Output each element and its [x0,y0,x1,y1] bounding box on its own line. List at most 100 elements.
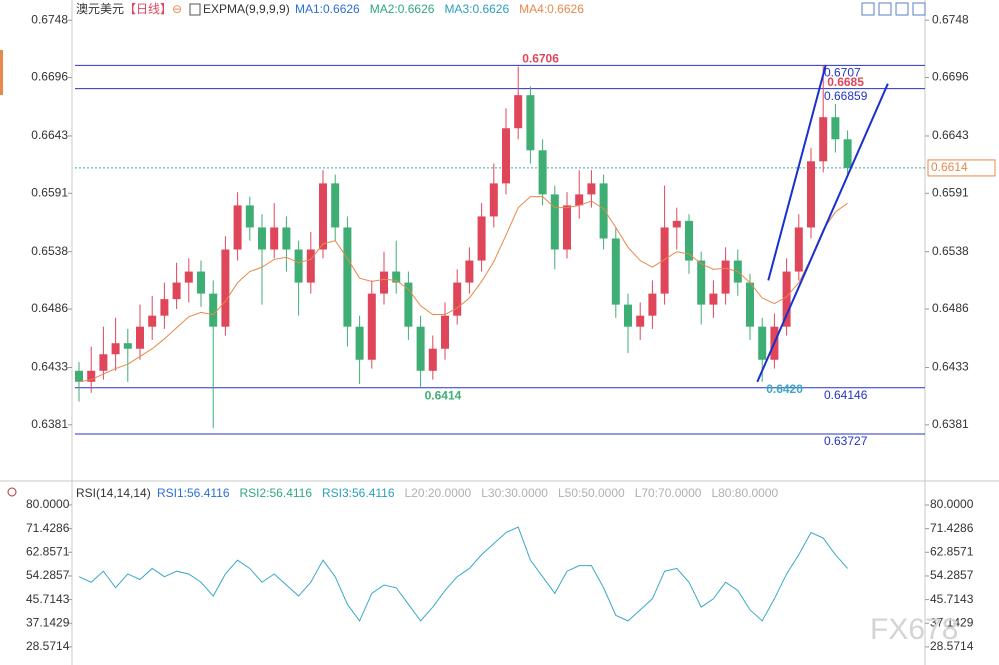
candle-body [148,315,157,327]
candle-body [136,326,144,349]
candle-body [441,315,449,349]
trendline [756,83,889,383]
rsi-line [78,526,848,622]
period[interactable]: 【日线】 [124,2,172,16]
candle-body [453,282,462,316]
y-tick-label: 0.6748 [31,12,68,26]
expma-line [78,196,848,383]
y-tick-label: 80.0000 [930,497,974,511]
indicator-icon [189,3,201,16]
toggle[interactable]: ⊖ [172,2,182,16]
level-label: 0.66859 [824,89,868,103]
y-tick-label: 0.6591 [932,185,969,199]
y-tick-label: 62.8571 [26,544,70,558]
candle-body [245,205,254,228]
candle-body [270,227,279,250]
tool-icon[interactable] [912,2,926,16]
candle-body [477,216,486,261]
last-price-label: 0.6614 [931,160,968,174]
candle-body [294,249,303,283]
candle-body [380,271,388,294]
candle-body [685,220,693,261]
legend-item: L70:70.0000 [635,486,702,500]
candle-body [111,343,120,355]
legend-item: RSI3:56.4116 [322,486,395,500]
candle-body [660,227,669,294]
candle-body [197,271,205,294]
y-tick-label: 0.6486 [31,301,68,315]
candle-body [319,183,327,250]
candle-body [575,194,584,206]
candle-body [514,95,523,129]
candle-body [233,205,242,250]
legend-item: MA4:0.6626 [519,2,584,16]
candle-body [75,370,83,382]
candle-body [404,282,413,327]
candle-body [807,161,815,228]
candle-body [428,348,437,371]
legend-item: L30:30.0000 [481,486,548,500]
candle-body [355,326,364,360]
candle-body [697,260,706,305]
y-tick-label: 0.6591 [31,185,68,199]
candle-body [636,315,645,327]
y-tick-label: 54.2857 [26,568,70,582]
symbol: 澳元美元 [76,2,124,16]
tool-icon[interactable] [878,2,892,16]
candle-body [172,282,181,300]
candle-body [794,227,803,272]
y-tick-label: 0.6748 [932,12,969,26]
candle-body [648,293,657,316]
y-tick-label: 37.1429 [26,615,70,629]
y-tick-label: 0.6696 [932,70,969,84]
price-label: 0.6414 [425,389,462,403]
legend-item: RSI2:56.4116 [240,486,313,500]
candle-body [258,227,266,250]
y-tick-label: 0.6381 [932,417,969,431]
tool-icon[interactable] [861,2,875,16]
candle-body [587,183,596,195]
y-tick-label: 80.0000 [26,497,70,511]
toolbar [861,2,926,16]
candle-body [123,343,132,349]
y-tick-label: 71.4286 [930,521,974,535]
price-label: 0.6706 [522,52,559,66]
candle-body [831,117,840,140]
candle-body [306,249,315,283]
candle-body [819,117,828,162]
y-tick-label: 45.7143 [26,592,70,606]
y-tick-label: 0.6538 [31,244,68,258]
legend-item: MA2:0.6626 [370,2,435,16]
candle-body [526,95,535,151]
last-price-box [927,159,996,177]
legend-item: L20:20.0000 [405,486,472,500]
candle-body [282,227,291,250]
level-label: 0.6707 [824,66,861,80]
y-tick-label: 0.6643 [932,128,969,142]
legend-item: L50:50.0000 [558,486,625,500]
legend-item: L80:80.0000 [711,486,778,500]
candle-body [758,326,767,360]
candle-body [489,183,498,217]
y-tick-label: 37.1429 [930,615,974,629]
tool-icon[interactable] [895,2,909,16]
candle-body [550,194,559,250]
level-label: 0.63727 [824,434,868,448]
y-tick-label: 71.4286 [26,521,70,535]
trendline [767,65,827,281]
settings-icon[interactable] [7,487,17,497]
candle-body [160,299,169,316]
candle-body [465,260,474,283]
candle-body [538,150,547,195]
y-tick-label: 0.6696 [31,70,68,84]
y-tick-label: 0.6486 [932,301,969,315]
y-tick-label: 0.6433 [932,360,969,374]
rsi-title: RSI(14,14,14) [76,486,151,500]
legend-item: MA1:0.6626 [295,2,360,16]
watermark: FX678 [870,613,958,646]
y-tick-label: 0.6433 [31,360,68,374]
candle-body [563,205,571,250]
y-tick-label: 62.8571 [930,544,974,558]
